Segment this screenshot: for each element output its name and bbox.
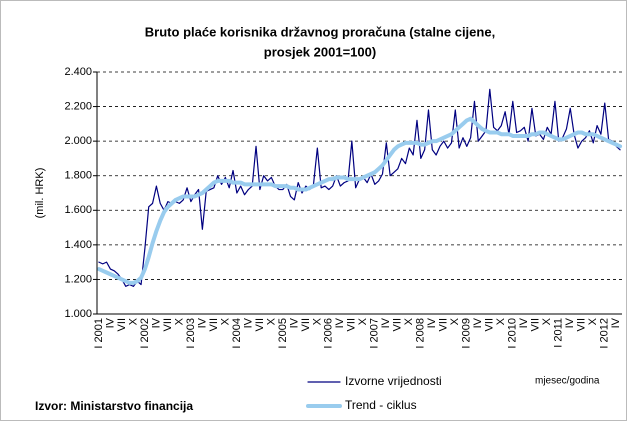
y-axis-label: (mil. HRK)	[34, 168, 46, 219]
x-tick-label: VII	[116, 318, 128, 331]
x-tick-label: VII	[208, 318, 220, 331]
x-tick-label: IV	[288, 317, 300, 328]
x-tick-label: X	[449, 317, 461, 325]
x-tick-label: IV	[564, 317, 576, 328]
x-tick-label: IV	[380, 317, 392, 328]
y-tick-label: 1.800	[64, 170, 92, 182]
y-tick-label: 1.400	[64, 239, 92, 251]
y-tick-label: 1.600	[64, 204, 92, 216]
x-tick-label: I 2002	[139, 318, 151, 349]
x-tick-label: IV	[426, 317, 438, 328]
legend-label: Izvorne vrijednosti	[345, 374, 442, 388]
x-tick-label: IV	[472, 317, 484, 328]
x-tick-label: VII	[162, 318, 174, 331]
x-tick-label: VII	[254, 318, 266, 331]
x-tick-label: I 2009	[461, 318, 473, 349]
y-tick-label: 1.200	[64, 273, 92, 285]
x-tick-label: IV	[104, 317, 116, 328]
x-tick-label: IV	[196, 317, 208, 328]
x-tick-label: X	[495, 317, 507, 325]
x-tick-label: X	[173, 317, 185, 325]
x-tick-label: X	[587, 317, 599, 325]
x-tick-label: VII	[300, 318, 312, 331]
legend-label: Trend - ciklus	[345, 398, 417, 412]
x-axis-label: mjesec/godina	[535, 376, 600, 387]
chart-title: prosjek 2001=100)	[264, 44, 376, 59]
x-tick-label: IV	[150, 317, 162, 328]
x-tick-label: X	[357, 317, 369, 325]
y-tick-label: 2.000	[64, 135, 92, 147]
x-tick-label: X	[219, 317, 231, 325]
x-tick-label: VII	[392, 318, 404, 331]
x-tick-label: VII	[484, 318, 496, 331]
x-tick-label: X	[403, 317, 415, 325]
x-tick-label: I 2008	[415, 318, 427, 349]
series-line	[96, 116, 623, 285]
x-tick-label: VII	[438, 318, 450, 331]
x-tick-label: X	[265, 317, 277, 325]
x-tick-label: IV	[518, 317, 530, 328]
x-tick-label: VII	[576, 318, 588, 331]
x-tick-label: I 2003	[185, 318, 197, 349]
x-tick-label: VII	[530, 318, 542, 331]
x-tick-label: I 2004	[231, 318, 243, 349]
y-tick-label: 1.000	[64, 308, 92, 320]
x-tick-label: X	[541, 317, 553, 325]
x-tick-label: X	[127, 317, 139, 325]
x-tick-label: I 2012	[599, 318, 611, 349]
x-tick-label: I 2010	[507, 318, 519, 349]
source: Izvor: Ministarstvo financija	[35, 399, 193, 413]
x-tick-label: I 2006	[323, 318, 335, 349]
y-tick-label: 2.400	[64, 66, 92, 78]
x-tick-label: I 2007	[369, 318, 381, 349]
y-tick-label: 2.200	[64, 100, 92, 112]
x-tick-label: VII	[346, 318, 358, 331]
x-tick-label: IV	[610, 317, 622, 328]
x-tick-label: I 2005	[277, 318, 289, 349]
x-tick-label: IV	[242, 317, 254, 328]
chart-title: Bruto plaće korisnika državnog proračuna…	[145, 24, 495, 39]
x-tick-label: I 2011	[553, 318, 565, 348]
x-tick-label: IV	[334, 317, 346, 328]
x-tick-label: X	[311, 317, 323, 325]
x-tick-label: I 2001	[93, 318, 105, 349]
